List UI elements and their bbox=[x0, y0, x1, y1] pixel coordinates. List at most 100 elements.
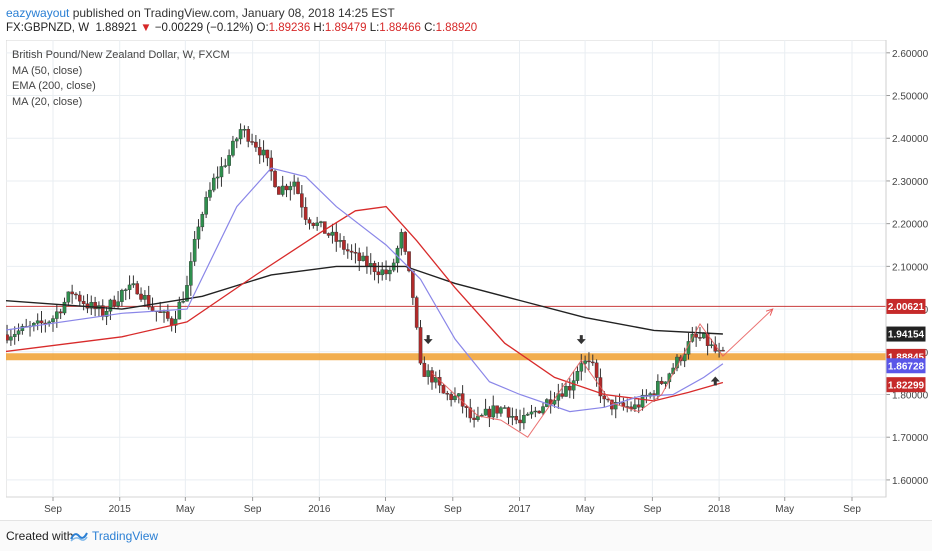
candle-up bbox=[143, 295, 147, 300]
close-value: 1.88920 bbox=[435, 22, 478, 34]
legend-ma20[interactable]: MA (20, close) bbox=[12, 95, 83, 108]
legend-ma50[interactable]: MA (50, close) bbox=[12, 64, 83, 77]
candle-down bbox=[323, 221, 327, 234]
candle-up bbox=[709, 344, 714, 346]
candle-up bbox=[399, 232, 404, 249]
candle-down bbox=[560, 393, 564, 397]
candle-up bbox=[529, 411, 534, 415]
candle-down bbox=[311, 222, 316, 226]
candle-down bbox=[514, 416, 519, 421]
x-tick-label: 2018 bbox=[708, 504, 731, 515]
price-label: 1.94154 bbox=[886, 326, 926, 342]
candle-up bbox=[231, 140, 235, 156]
chart-header: eazywayout published on TradingView.com,… bbox=[0, 0, 932, 38]
candle-up bbox=[579, 363, 584, 372]
candle-up bbox=[288, 186, 293, 191]
candle-down bbox=[70, 291, 74, 295]
x-tick-label: 2017 bbox=[508, 504, 531, 515]
price-axis[interactable]: 1.600001.700001.800001.900002.000002.100… bbox=[885, 40, 928, 497]
candle-up bbox=[123, 289, 128, 291]
candle-down bbox=[652, 393, 656, 396]
x-tick-label: Sep bbox=[444, 504, 462, 515]
x-tick-label: Sep bbox=[843, 504, 861, 515]
candle-down bbox=[384, 269, 388, 275]
candle-up bbox=[204, 197, 208, 215]
candle-up bbox=[525, 413, 530, 416]
candle-up bbox=[483, 408, 488, 416]
author-link[interactable]: eazywayout bbox=[6, 6, 70, 20]
candle-down bbox=[495, 405, 499, 414]
price-label-text: 2.00621 bbox=[888, 302, 925, 313]
candle-down bbox=[349, 250, 354, 253]
candle-down bbox=[587, 360, 591, 363]
x-tick-label: Sep bbox=[643, 504, 661, 515]
candle-down bbox=[537, 410, 541, 414]
y-tick-label: 2.20000 bbox=[892, 220, 928, 231]
candle-down bbox=[594, 362, 599, 378]
price-label-box bbox=[886, 358, 926, 374]
candle-down bbox=[307, 219, 312, 224]
candle-up bbox=[541, 406, 545, 414]
candle-down bbox=[441, 385, 446, 394]
candle-up bbox=[51, 318, 55, 323]
time-axis[interactable]: Sep 2015 May Sep 2016 May Sep 2017 May Sep 2018 May… bbox=[44, 497, 861, 515]
candle-up bbox=[20, 326, 25, 331]
tradingview-brand-link[interactable]: TradingView bbox=[92, 529, 159, 543]
candle-up bbox=[522, 415, 526, 424]
candle-down bbox=[721, 349, 725, 352]
candle-up bbox=[173, 318, 178, 326]
y-tick-label: 1.80000 bbox=[892, 390, 928, 401]
candle-down bbox=[265, 149, 270, 159]
x-tick-label: Sep bbox=[244, 504, 262, 515]
candle-up bbox=[633, 404, 637, 409]
candle-up bbox=[16, 330, 21, 335]
candle-up bbox=[564, 386, 568, 397]
candle-down bbox=[345, 249, 350, 252]
ma20-line bbox=[6, 167, 724, 413]
price-label: 2.00621 bbox=[886, 298, 926, 314]
candle-down bbox=[414, 297, 419, 328]
publish-line: eazywayout published on TradingView.com,… bbox=[6, 6, 395, 20]
candle-down bbox=[403, 232, 407, 252]
indicator-lines bbox=[6, 167, 724, 413]
candle-down bbox=[296, 181, 300, 194]
candle-down bbox=[353, 252, 358, 254]
candle-up bbox=[104, 311, 109, 317]
candle-down bbox=[445, 393, 450, 395]
price-label: 1.86728 bbox=[886, 358, 926, 374]
price-labels: 2.006211.941541.889201.888451.867281.822… bbox=[886, 298, 926, 393]
candle-up bbox=[292, 181, 296, 187]
price-label-text: 1.86728 bbox=[888, 361, 925, 372]
y-tick-label: 2.40000 bbox=[892, 134, 928, 145]
candle-down bbox=[135, 283, 140, 295]
candle-down bbox=[6, 334, 9, 341]
candle-down bbox=[39, 320, 44, 324]
candle-down bbox=[518, 419, 522, 424]
candle-down bbox=[430, 370, 434, 383]
candle-down bbox=[300, 193, 304, 208]
candle-up bbox=[120, 290, 124, 302]
candle-up bbox=[211, 177, 216, 191]
candle-up bbox=[200, 214, 205, 228]
high-key: H: bbox=[313, 22, 325, 34]
candle-down bbox=[250, 141, 254, 143]
candle-down bbox=[150, 306, 155, 311]
price-label-box bbox=[886, 298, 926, 314]
candle-down bbox=[284, 185, 289, 191]
candle-up bbox=[510, 416, 515, 418]
candle-down bbox=[602, 395, 607, 400]
drawings bbox=[423, 308, 774, 438]
candle-up bbox=[361, 255, 365, 261]
candle-down bbox=[357, 252, 362, 261]
candle-up bbox=[315, 222, 319, 226]
legend-ema200[interactable]: EMA (200, close) bbox=[12, 80, 96, 92]
price-label: 1.82299 bbox=[886, 377, 926, 393]
candle-down bbox=[407, 251, 411, 272]
symbol-label: FX:GBPNZD, W bbox=[6, 22, 90, 34]
candle-down bbox=[81, 300, 86, 304]
price-chart[interactable]: 1.600001.700001.800001.900002.000002.100… bbox=[6, 40, 928, 518]
candle-down bbox=[636, 404, 641, 408]
candle-up bbox=[338, 240, 342, 242]
candle-down bbox=[468, 407, 473, 419]
candle-up bbox=[215, 176, 220, 179]
